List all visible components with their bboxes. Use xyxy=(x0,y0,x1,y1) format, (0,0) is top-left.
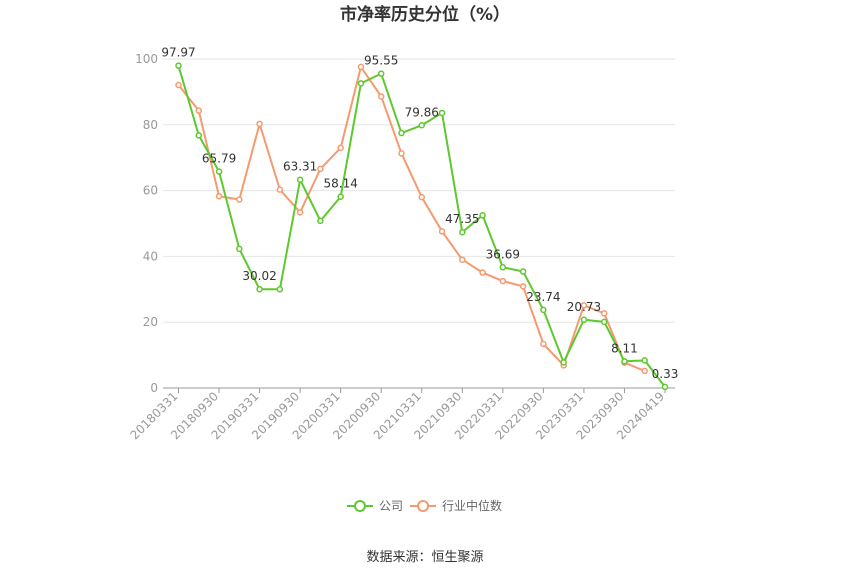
data-point-company xyxy=(540,306,547,314)
data-point-company xyxy=(621,358,628,365)
data-label: 63.31 xyxy=(283,160,317,174)
data-point-company xyxy=(398,129,405,137)
data-point-company xyxy=(580,316,588,324)
data-label: 0.33 xyxy=(652,367,679,381)
data-point-industry-median xyxy=(276,186,284,193)
y-tick-label-100: 100 xyxy=(135,52,158,66)
data-point-industry-median xyxy=(236,196,243,203)
data-point-company xyxy=(215,168,223,175)
data-point-company xyxy=(600,318,608,326)
data-label: 47.35 xyxy=(445,212,479,226)
data-point-industry-median xyxy=(195,107,203,114)
y-axis: 0 20 40 60 80 100 xyxy=(135,52,158,395)
legend-item-industry-median[interactable]: 行业中位数 xyxy=(410,498,502,513)
data-point-industry-median xyxy=(357,63,365,71)
data-point-industry-median xyxy=(398,150,405,157)
data-point-company xyxy=(175,62,182,69)
data-point-company xyxy=(661,383,669,391)
y-tick-label-40: 40 xyxy=(143,249,158,263)
data-point-industry-median xyxy=(377,93,385,100)
data-point-company xyxy=(276,286,284,293)
y-tick-label-60: 60 xyxy=(143,184,158,198)
data-point-industry-median xyxy=(175,81,182,89)
data-point-company xyxy=(438,109,446,117)
data-point-company xyxy=(459,228,466,236)
legend-label-industry-median: 行业中位数 xyxy=(442,498,502,513)
data-point-company xyxy=(641,357,648,364)
legend-marker-company xyxy=(354,500,366,512)
data-point-company xyxy=(195,132,203,139)
data-point-company xyxy=(377,70,385,77)
data-point-industry-median xyxy=(580,302,588,309)
data-label: 65.79 xyxy=(202,152,236,166)
data-point-industry-median xyxy=(296,209,304,216)
data-label: 95.55 xyxy=(364,54,398,68)
data-labels: 97.97 65.79 30.02 63.31 58.14 95.55 79.86 47.35… xyxy=(161,46,678,381)
data-label: 8.11 xyxy=(611,341,638,355)
data-label: 97.97 xyxy=(161,46,195,60)
y-tick-label-20: 20 xyxy=(143,315,158,329)
data-label: 58.14 xyxy=(323,177,357,191)
data-point-industry-median xyxy=(479,269,486,276)
source-note: 数据来源：恒生聚源 xyxy=(366,550,483,565)
data-label: 36.69 xyxy=(486,247,520,261)
data-point-company xyxy=(236,245,243,253)
data-point-industry-median xyxy=(337,144,344,152)
data-point-company xyxy=(418,122,425,129)
chart-title: 市净率历史分位（%） xyxy=(340,4,510,25)
data-point-industry-median xyxy=(438,228,446,235)
y-tick-label-80: 80 xyxy=(143,118,158,132)
data-point-company xyxy=(499,264,507,271)
data-point-industry-median xyxy=(641,367,648,375)
data-point-industry-median xyxy=(540,340,547,348)
data-point-company xyxy=(519,268,527,275)
legend-item-company[interactable]: 公司 xyxy=(347,499,403,513)
data-point-industry-median xyxy=(519,283,527,290)
data-point-company xyxy=(479,212,486,219)
data-label: 30.02 xyxy=(242,269,276,283)
series-group xyxy=(175,62,669,391)
data-point-industry-median xyxy=(600,310,608,317)
data-point-company xyxy=(560,359,567,366)
data-point-industry-median xyxy=(499,277,507,285)
data-point-company xyxy=(256,285,263,293)
legend: 公司 行业中位数 xyxy=(347,498,502,513)
data-label: 79.86 xyxy=(405,105,439,119)
data-point-industry-median xyxy=(459,256,466,263)
legend-label-company: 公司 xyxy=(379,499,403,513)
data-point-company xyxy=(337,193,344,200)
data-point-industry-median xyxy=(256,120,263,128)
data-point-company xyxy=(357,80,365,87)
data-point-industry-median xyxy=(317,165,324,173)
x-axis: 2018033120180930201903312019093020200331… xyxy=(128,387,675,442)
data-point-company xyxy=(317,217,324,225)
y-tick-label-0: 0 xyxy=(150,381,158,395)
data-label: 23.74 xyxy=(526,290,560,304)
data-point-industry-median xyxy=(418,193,425,201)
legend-marker-industry-median xyxy=(417,500,429,512)
data-point-industry-median xyxy=(215,192,223,200)
data-label: 20.73 xyxy=(567,300,601,314)
data-point-company xyxy=(296,176,304,183)
